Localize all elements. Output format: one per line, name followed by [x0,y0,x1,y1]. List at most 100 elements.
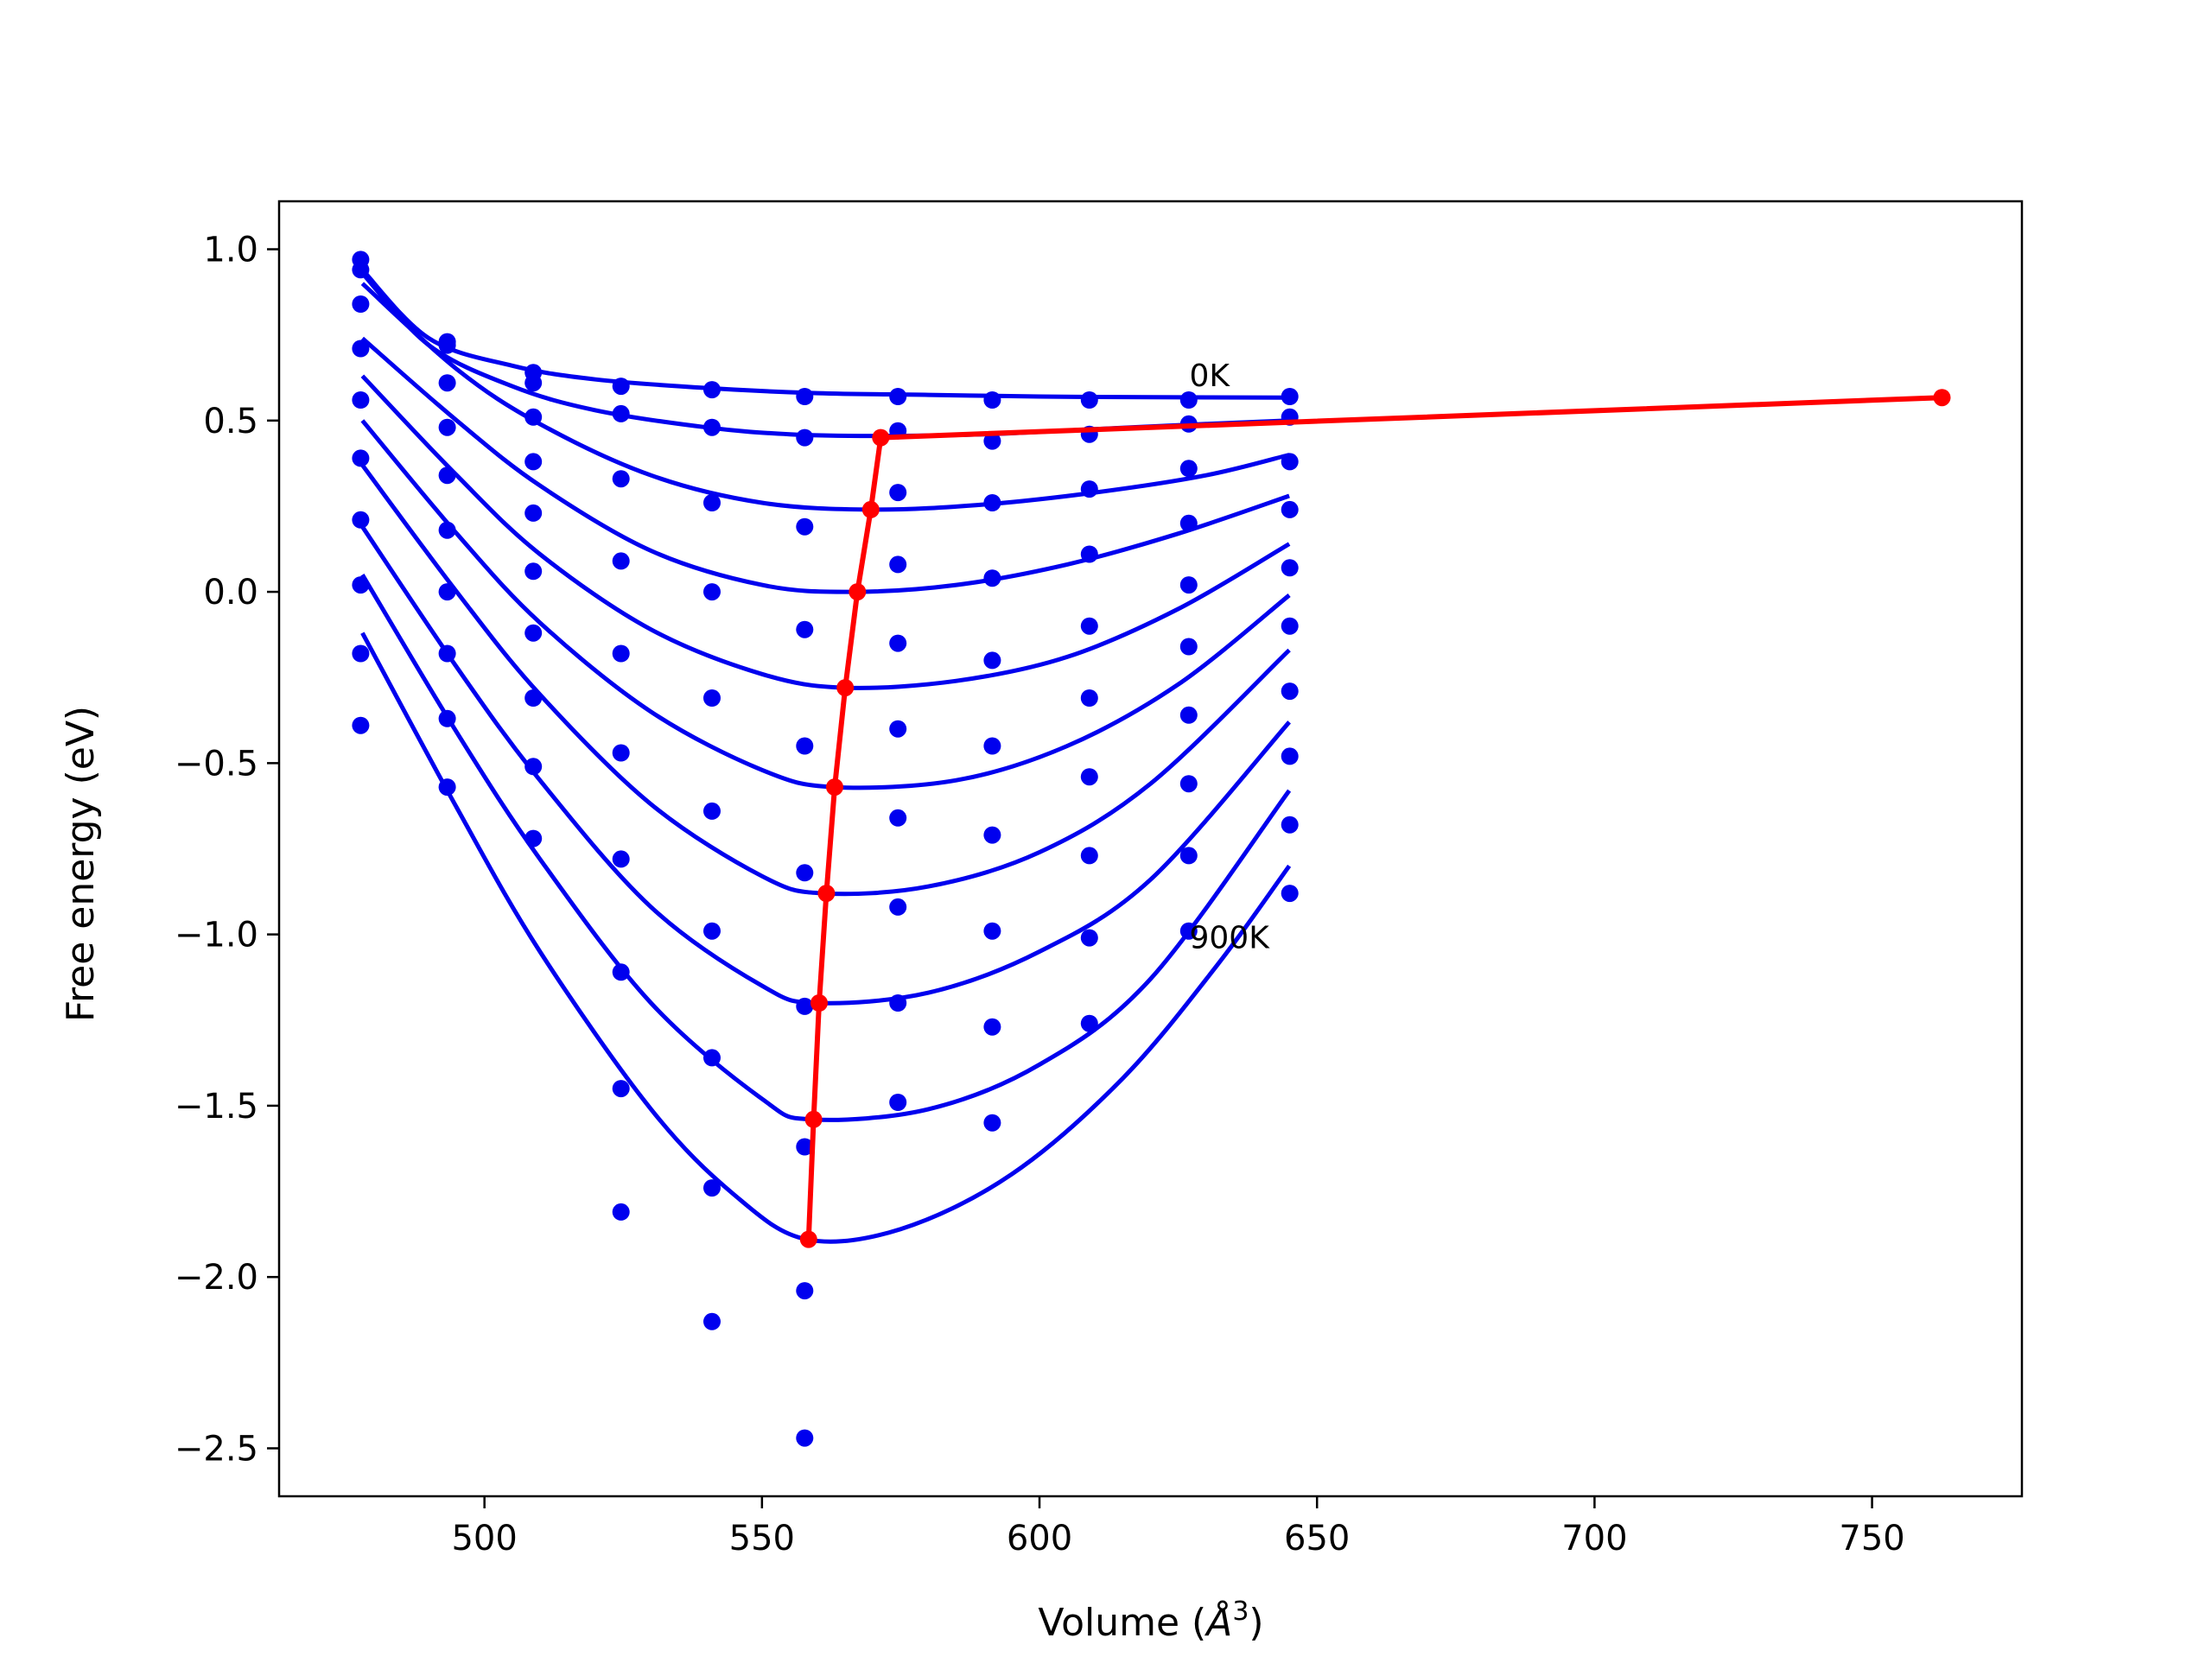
minimum-point-3 [817,885,836,903]
data-point-s5-p2 [524,562,543,581]
data-point-s3-p5 [796,620,814,638]
data-point-s3-p0 [352,340,370,358]
annotations-layer: 0K 900K [1190,359,1271,955]
data-point-s6-p1 [438,583,456,601]
data-point-s4-p4 [703,689,721,707]
data-point-s3-p8 [1080,545,1098,563]
data-point-s5-p3 [612,744,630,762]
data-point-s8-p7 [983,1018,1001,1036]
data-point-s1-p2 [524,374,543,392]
data-point-s6-p2 [524,624,543,642]
data-point-s7-p5 [796,1138,814,1156]
data-points-layer [352,251,1299,1447]
data-point-s3-p9 [1179,514,1198,532]
data-point-s5-p0 [352,449,370,467]
minimum-point-6 [849,583,867,601]
data-point-s2-p1 [438,374,456,392]
data-point-s8-p1 [438,709,456,727]
data-point-s8-p2 [524,758,543,776]
minimum-point-5 [836,679,855,697]
data-point-s1-p3 [612,404,630,422]
data-point-s5-p5 [796,864,814,882]
data-point-s2-p10 [1281,453,1299,471]
data-point-s9-p5 [796,1429,814,1447]
minimum-point-9 [1933,389,1951,407]
data-point-s7-p7 [983,922,1001,940]
x-axis-unit-base: Å [1204,1599,1232,1645]
data-point-s7-p1 [438,644,456,663]
data-point-s6-p10 [1281,682,1299,701]
y-tick-label-6: −2.0 [175,1258,258,1298]
x-tick-label-600: 600 [1007,1519,1072,1558]
y-tick-label-1: 0.5 [203,402,258,441]
fit-curve-5 [360,419,1291,790]
data-point-s3-p1 [438,418,456,436]
data-point-s8-p9 [1179,847,1198,865]
fit-curve-9 [360,632,1292,1244]
data-point-s8-p4 [703,1179,721,1197]
data-point-s6-p9 [1179,706,1198,724]
data-point-s7-p3 [612,963,630,981]
data-point-s1-p7 [983,432,1001,450]
data-point-s9-p1 [438,778,456,797]
data-point-s9-p3 [612,1203,630,1221]
data-point-s6-p3 [612,850,630,868]
data-point-s5-p1 [438,521,456,539]
data-point-s2-p4 [703,494,721,511]
minimum-line-layer [799,389,1951,1248]
data-point-s3-p10 [1281,500,1299,518]
x-tick-label-750: 750 [1839,1519,1904,1558]
data-point-s7-p2 [524,689,543,707]
data-point-s2-p7 [983,494,1001,511]
plot-frame [277,200,2024,1498]
data-point-s4-p5 [796,737,814,755]
data-point-s2-p9 [1179,460,1198,478]
data-point-s8-p0 [352,644,370,663]
data-point-s6-p0 [352,511,370,529]
data-point-s0-p7 [983,391,1001,409]
data-point-s9-p9 [1179,922,1198,940]
data-point-s3-p2 [524,453,543,471]
data-point-s5-p7 [983,737,1001,755]
minimum-point-1 [804,1110,823,1128]
data-point-s5-p4 [703,802,721,820]
data-point-s7-p8 [1080,847,1098,865]
data-point-s5-p9 [1179,638,1198,656]
data-point-s3-p7 [983,569,1001,587]
data-point-s7-p9 [1179,775,1198,793]
y-tick-label-0: 1.0 [203,231,258,270]
minimum-point-4 [826,778,843,797]
data-point-s2-p8 [1080,480,1098,498]
data-point-s4-p9 [1179,576,1198,594]
data-point-s5-p6 [889,720,907,738]
x-tick-label-550: 550 [729,1519,795,1558]
y-tick-label-3: −0.5 [175,744,258,784]
data-point-s4-p7 [983,651,1001,670]
data-point-s4-p3 [612,644,630,663]
data-point-s2-p0 [352,295,370,313]
data-point-s9-p10 [1281,885,1299,903]
data-point-s4-p6 [889,634,907,652]
data-point-s6-p7 [983,826,1001,844]
data-point-s8-p6 [889,994,907,1012]
data-point-s9-p0 [352,716,370,734]
data-point-s6-p4 [703,922,721,940]
data-point-s0-p5 [796,388,814,405]
data-point-s3-p3 [612,552,630,570]
data-point-s7-p0 [352,576,370,594]
x-tick-label-700: 700 [1561,1519,1627,1558]
data-point-s6-p6 [889,809,907,827]
minimum-energy-line [805,395,1942,1240]
data-point-s8-p8 [1080,929,1098,947]
y-tick-label-5: −1.5 [175,1087,258,1127]
data-point-s4-p10 [1281,559,1299,577]
data-point-s3-p6 [889,555,907,574]
fit-curves-layer [360,268,1292,1244]
annotation-1: 900K [1190,921,1271,956]
fit-curve-4 [360,374,1291,690]
data-point-s8-p10 [1281,816,1299,834]
minimum-point-7 [861,500,880,518]
fit-curve-2 [360,282,1290,512]
data-point-s1-p1 [438,336,456,354]
